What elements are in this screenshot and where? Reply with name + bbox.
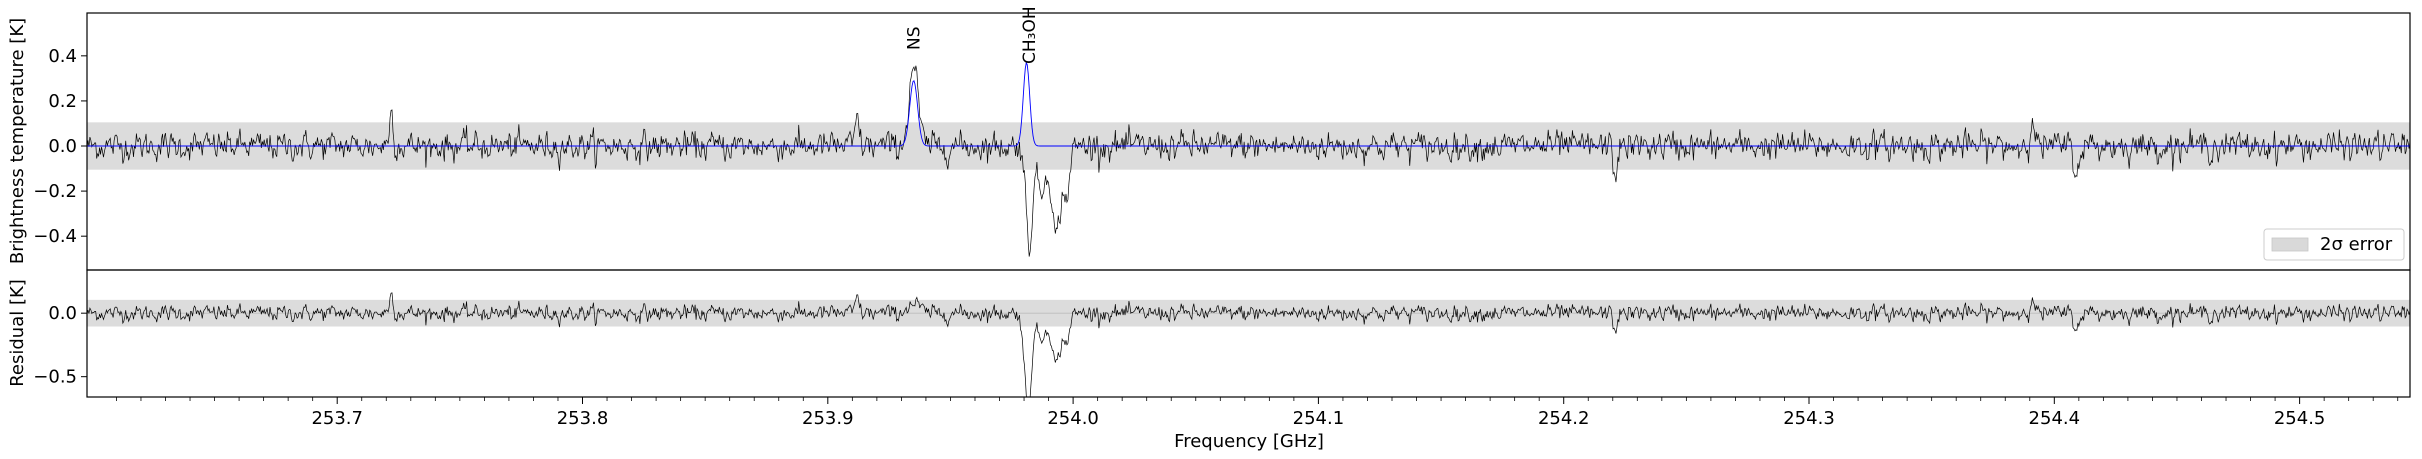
model-spectrum-line: [87, 61, 2410, 147]
x-tick-label: 254.5: [2274, 408, 2326, 429]
residual-y-tick-label: −0.5: [33, 367, 77, 388]
ch3oh-line-label: CH₃OH: [1020, 6, 1040, 64]
spectrum-y-tick-label: −0.4: [33, 226, 77, 247]
spectrum-panel: −0.4 −0.2 0.0 0.2 0.4 Brightness temperature…: [7, 6, 2411, 271]
x-tick-label: 254.1: [1293, 408, 1345, 429]
residual-y-tick-label: 0.0: [48, 303, 77, 324]
x-tick-label: 253.9: [802, 408, 854, 429]
legend: 2σ error: [2263, 228, 2405, 261]
residual-panel: −0.5 0.0 253.7 253.8 253.9 254.0 254.1 254.2 254…: [7, 269, 2411, 452]
residual-line: [87, 292, 2410, 397]
spectrum-y-tick-label: 0.2: [48, 91, 77, 112]
residual-axes-frame: [86, 269, 2411, 398]
spectrum-y-axis-label: Brightness temperature [K]: [7, 18, 28, 264]
x-tick-label: 254.4: [2029, 408, 2081, 429]
spectrum-y-tick-label: −0.2: [33, 181, 77, 202]
legend-frame: [2263, 228, 2405, 261]
legend-error-swatch: [2271, 237, 2309, 252]
x-tick-label: 254.3: [1783, 408, 1835, 429]
residual-y-axis-label: Residual [K]: [7, 279, 28, 387]
spectrum-y-tick-label: 0.4: [48, 46, 77, 67]
x-tick-label: 253.8: [557, 408, 609, 429]
spectrum-y-tick-label: 0.0: [48, 136, 77, 157]
x-tick-label: 254.2: [1538, 408, 1590, 429]
x-axis-label: Frequency [GHz]: [1174, 431, 1324, 452]
x-tick-label: 253.7: [311, 408, 363, 429]
ns-line-label: NS: [905, 26, 925, 50]
x-tick-label: 254.0: [1047, 408, 1099, 429]
legend-error-label: 2σ error: [2320, 234, 2393, 255]
